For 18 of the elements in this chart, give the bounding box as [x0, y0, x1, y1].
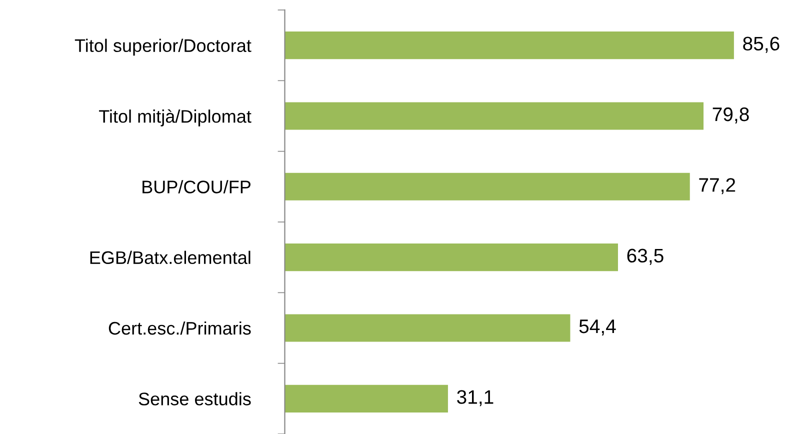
- y-tick-label: Cert.esc./Primaris: [108, 321, 251, 335]
- bar: [284, 244, 618, 272]
- bar: [284, 32, 734, 60]
- bar: [284, 314, 570, 342]
- data-label: 63,5: [627, 248, 664, 265]
- bar: [284, 384, 448, 412]
- y-tick-label: Sense estudis: [138, 392, 251, 406]
- data-label: 77,2: [699, 178, 736, 194]
- y-tick-label: EGB/Batx.elemental: [90, 250, 250, 264]
- data-label: 85,6: [743, 36, 780, 53]
- bar: [284, 102, 704, 130]
- data-label: 79,8: [712, 107, 749, 124]
- y-tick-label: Titol superior/Doctorat: [74, 38, 252, 56]
- bar: [284, 172, 690, 200]
- y-tick-label: BUP/COU/FP: [142, 180, 250, 194]
- y-tick-label: Titol mitjà/Diplomat: [99, 109, 252, 126]
- data-label: 31,1: [457, 390, 494, 406]
- data-label: 54,4: [579, 320, 616, 336]
